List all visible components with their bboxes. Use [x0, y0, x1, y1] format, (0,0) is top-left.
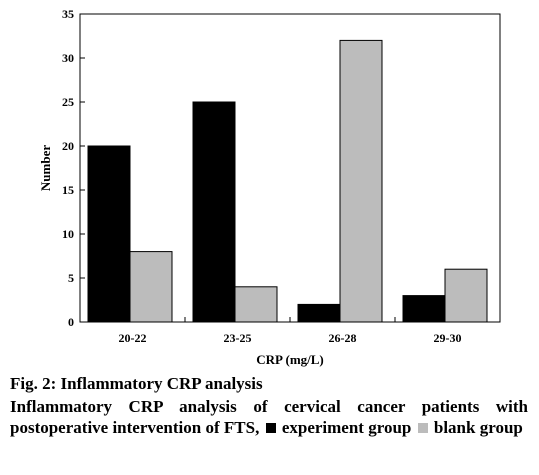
x-axis: 20-22 23-25 26-28 29-30 [119, 317, 462, 345]
x-tick-label: 20-22 [119, 331, 147, 345]
figure-caption: Fig. 2: Inflammatory CRP analysis Inflam… [10, 373, 528, 438]
blank-swatch [417, 423, 428, 433]
y-tick-label: 30 [62, 51, 74, 65]
bar-experiment [87, 145, 131, 323]
y-tick-label: 35 [62, 7, 74, 21]
y-axis-label: Number [38, 145, 53, 191]
experiment-swatch [265, 423, 276, 433]
y-tick-label: 25 [62, 95, 74, 109]
bar-blank [234, 286, 278, 323]
bar-experiment [297, 303, 341, 323]
figure-title: Fig. 2: Inflammatory CRP analysis [10, 374, 263, 393]
x-tick-label: 23-25 [224, 331, 252, 345]
x-tick-label: 26-28 [329, 331, 357, 345]
y-tick-label: 5 [68, 271, 74, 285]
figure-description: Inflammatory CRP analysis of cervical ca… [10, 396, 528, 438]
description-text: Inflammatory CRP analysis of cervical ca… [10, 397, 528, 437]
bar-chart: 0 5 10 15 20 25 30 35 20-22 23-25 26-28 29-30 Numb… [38, 7, 501, 367]
blank-group-label: blank group [433, 418, 523, 437]
y-axis: 0 5 10 15 20 25 30 35 [62, 7, 85, 329]
bar-experiment [192, 101, 236, 323]
y-tick-label: 20 [62, 139, 74, 153]
y-tick-label: 0 [68, 315, 74, 329]
y-tick-label: 15 [62, 183, 74, 197]
y-tick-label: 10 [62, 227, 74, 241]
bar-blank [444, 268, 488, 323]
bar-experiment [402, 295, 446, 323]
experiment-group-label: experiment group [281, 418, 412, 437]
bar-blank [129, 251, 173, 323]
bar-blank [339, 39, 383, 323]
bars-layer [87, 39, 488, 323]
x-axis-label: CRP (mg/L) [256, 352, 324, 367]
x-tick-label: 29-30 [434, 331, 462, 345]
